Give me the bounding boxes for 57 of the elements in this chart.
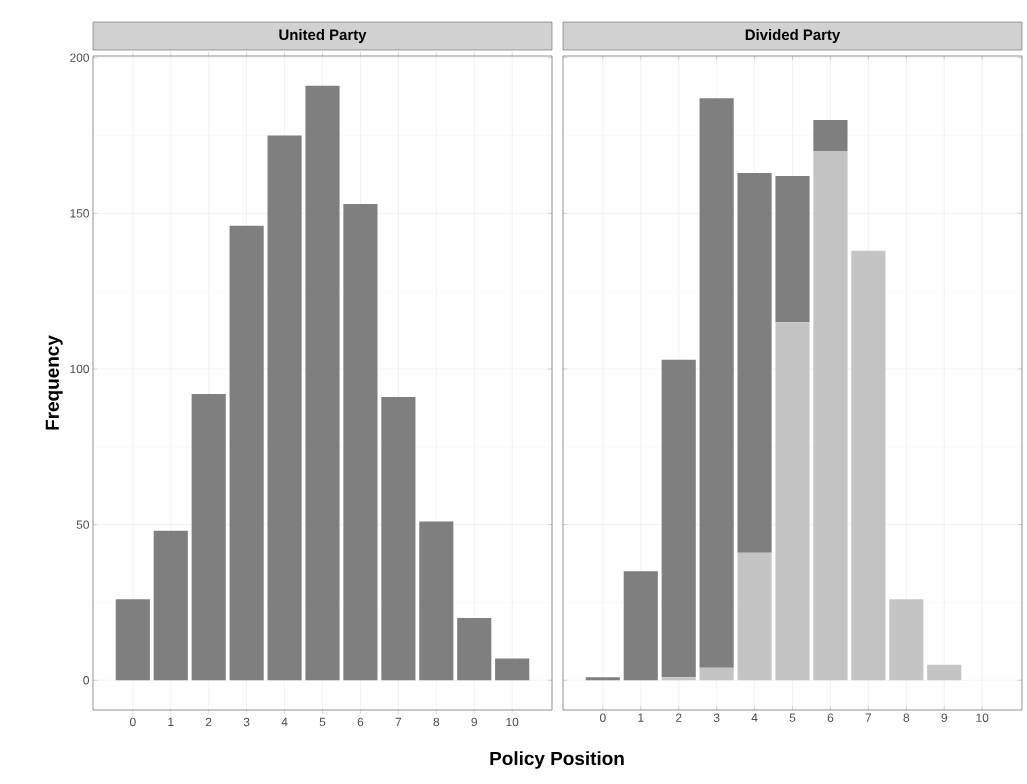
bar: [153, 530, 188, 681]
x-tick-label: 0: [129, 717, 136, 727]
bar: [775, 322, 810, 681]
y-tick-label: 100: [70, 364, 90, 374]
bar: [457, 618, 492, 681]
x-tick-label: 10: [976, 713, 989, 722]
bar: [381, 397, 416, 681]
bar: [699, 667, 734, 681]
x-tick-label: 3: [713, 713, 720, 722]
x-tick-label: 5: [789, 713, 796, 722]
x-tick-label: 0: [599, 713, 606, 722]
bar: [419, 521, 454, 681]
x-tick-label: 5: [319, 717, 326, 727]
bar: [191, 393, 226, 681]
x-tick-label: 4: [281, 717, 288, 726]
bar: [495, 658, 530, 681]
chart-title: United Party: [279, 29, 367, 43]
bar: [343, 204, 378, 681]
x-tick-label: 7: [395, 717, 402, 726]
bar: [737, 552, 772, 681]
bar: [623, 571, 658, 681]
bar: [813, 119, 848, 152]
bar: [305, 85, 340, 681]
x-tick-label: 4: [751, 713, 758, 722]
bar: [851, 250, 886, 681]
x-tick-label: 10: [506, 717, 519, 727]
x-tick-label: 7: [865, 713, 872, 722]
x-tick-label: 3: [243, 717, 250, 727]
x-tick-label: 8: [903, 713, 910, 722]
bar: [267, 135, 302, 681]
x-tick-label: 9: [941, 713, 947, 722]
bar: [115, 599, 150, 681]
x-tick-label: 6: [357, 717, 364, 727]
bar: [813, 151, 848, 681]
x-tick-label: 9: [471, 717, 477, 727]
x-tick-label: 1: [168, 717, 174, 726]
y-tick-label: 50: [76, 520, 90, 529]
bar: [737, 172, 772, 553]
bar: [889, 599, 924, 681]
x-tick-label: 6: [827, 713, 834, 722]
x-tick-label: 2: [675, 713, 682, 722]
bar: [775, 175, 810, 323]
x-tick-label: 8: [433, 717, 440, 727]
y-tick-label: 150: [70, 209, 90, 218]
bar: [927, 664, 962, 681]
chart-title: Divided Party: [745, 29, 841, 43]
bar: [229, 225, 264, 681]
x-tick-label: 2: [205, 717, 212, 727]
x-axis-title: Policy Position: [490, 751, 624, 769]
bar: [661, 677, 696, 681]
y-tick-label: 200: [70, 53, 90, 62]
y-axis-title: Frequency: [45, 335, 63, 430]
x-tick-label: 1: [638, 713, 644, 722]
y-tick-label: 0: [83, 676, 90, 685]
bar: [585, 677, 620, 681]
bar: [661, 359, 696, 678]
bar: [699, 98, 734, 668]
